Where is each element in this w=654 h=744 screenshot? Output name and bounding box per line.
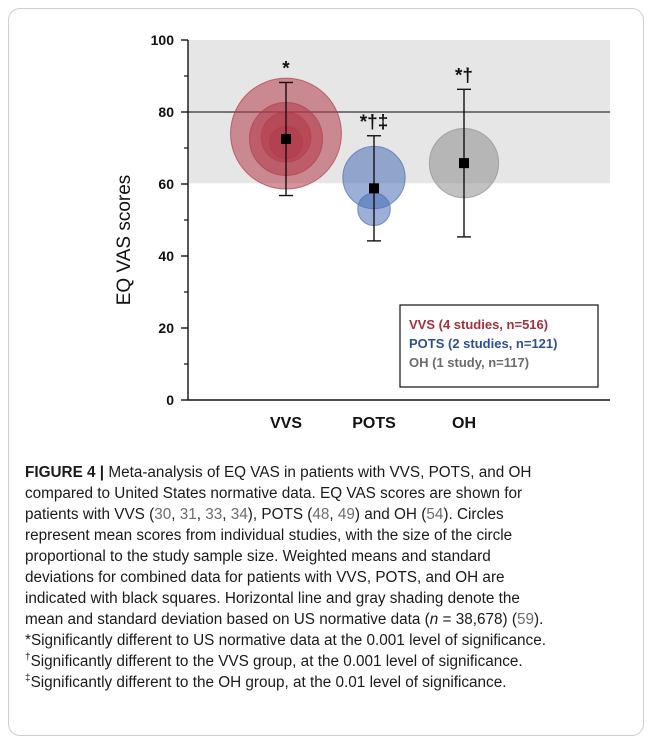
caption-text: compared to United States normative data… [25,485,523,502]
legend-entry: OH (1 study, n=117) [409,355,529,370]
reference-link[interactable]: 49 [337,506,355,523]
caption-text: indicated with black squares. Horizontal… [25,590,520,607]
y-axis-label: EQ VAS scores [114,175,135,306]
reference-link[interactable]: 34 [230,506,248,523]
x-category-label: OH [452,415,476,432]
caption-line: indicated with black squares. Horizontal… [25,588,637,609]
caption-text: ). Circles [443,506,504,523]
caption-label: FIGURE 4 | [25,464,105,481]
caption-line: †Significantly different to the VVS grou… [25,651,637,672]
reference-link[interactable]: 48 [312,506,330,523]
caption-line: ‡Significantly different to the OH group… [25,672,637,693]
y-tick-label: 60 [158,176,174,192]
figure-caption: FIGURE 4 | Meta-analysis of EQ VAS in pa… [25,462,637,693]
caption-text: ). [533,611,544,628]
caption-text: , [222,506,231,523]
x-category-label: POTS [352,415,396,432]
weighted-mean-square [281,134,291,144]
caption-line: proportional to the study sample size. W… [25,546,637,567]
y-tick-label: 20 [158,320,174,336]
caption-text: proportional to the study sample size. W… [25,548,491,565]
caption-line: represent mean scores from individual st… [25,525,637,546]
bubble-chart: 0 20 40 60 80 100 EQ VAS scores * VVS *†‡ POTS *† O… [114,32,610,432]
caption-text: Significantly different to the VVS group… [30,653,523,670]
caption-text: ) and OH ( [354,506,427,523]
y-tick-label: 100 [151,32,175,48]
caption-text: = 38,678) ( [438,611,517,628]
caption-line: mean and standard deviation based on US … [25,609,637,630]
caption-text: *Significantly different to US normative… [25,632,546,649]
caption-text: , [329,506,338,523]
reference-link[interactable]: 31 [179,506,197,523]
caption-text: ), POTS ( [247,506,313,523]
legend-entry: POTS (2 studies, n=121) [409,336,557,351]
legend-box [399,304,599,388]
y-tick-label: 80 [158,104,174,120]
caption-footnote-mark: ‡ [25,672,31,684]
reference-link[interactable]: 59 [516,611,534,628]
caption-line: deviations for combined data for patient… [25,567,637,588]
y-tick-label: 0 [166,392,174,408]
caption-line: *Significantly different to US normative… [25,630,637,651]
significance-marker: * [282,58,290,79]
caption-text: represent mean scores from individual st… [25,527,513,544]
caption-text: mean and standard deviation based on US … [25,611,430,628]
reference-link[interactable]: 54 [426,506,444,523]
caption-line: FIGURE 4 | Meta-analysis of EQ VAS in pa… [25,462,637,483]
caption-line: compared to United States normative data… [25,483,637,504]
reference-link[interactable]: 30 [154,506,172,523]
significance-marker: *† [455,65,473,86]
caption-footnote-mark: † [25,651,31,663]
weighted-mean-square [459,158,469,169]
caption-text: patients with VVS ( [25,506,155,523]
caption-text: , [196,506,206,523]
legend-entry: VVS (4 studies, n=516) [409,317,548,332]
caption-text: , [171,506,180,523]
caption-italic: n [429,611,439,628]
caption-text: deviations for combined data for patient… [25,569,505,586]
caption-line: patients with VVS (30, 31, 33, 34), POTS… [25,504,637,525]
caption-text: Meta-analysis of EQ VAS in patients with… [104,464,532,481]
reference-link[interactable]: 33 [205,506,223,523]
y-tick-label: 40 [158,248,174,264]
weighted-mean-square [369,183,379,194]
x-category-label: VVS [270,415,302,432]
significance-marker: *†‡ [360,112,389,133]
caption-text: Significantly different to the OH group,… [30,674,507,691]
